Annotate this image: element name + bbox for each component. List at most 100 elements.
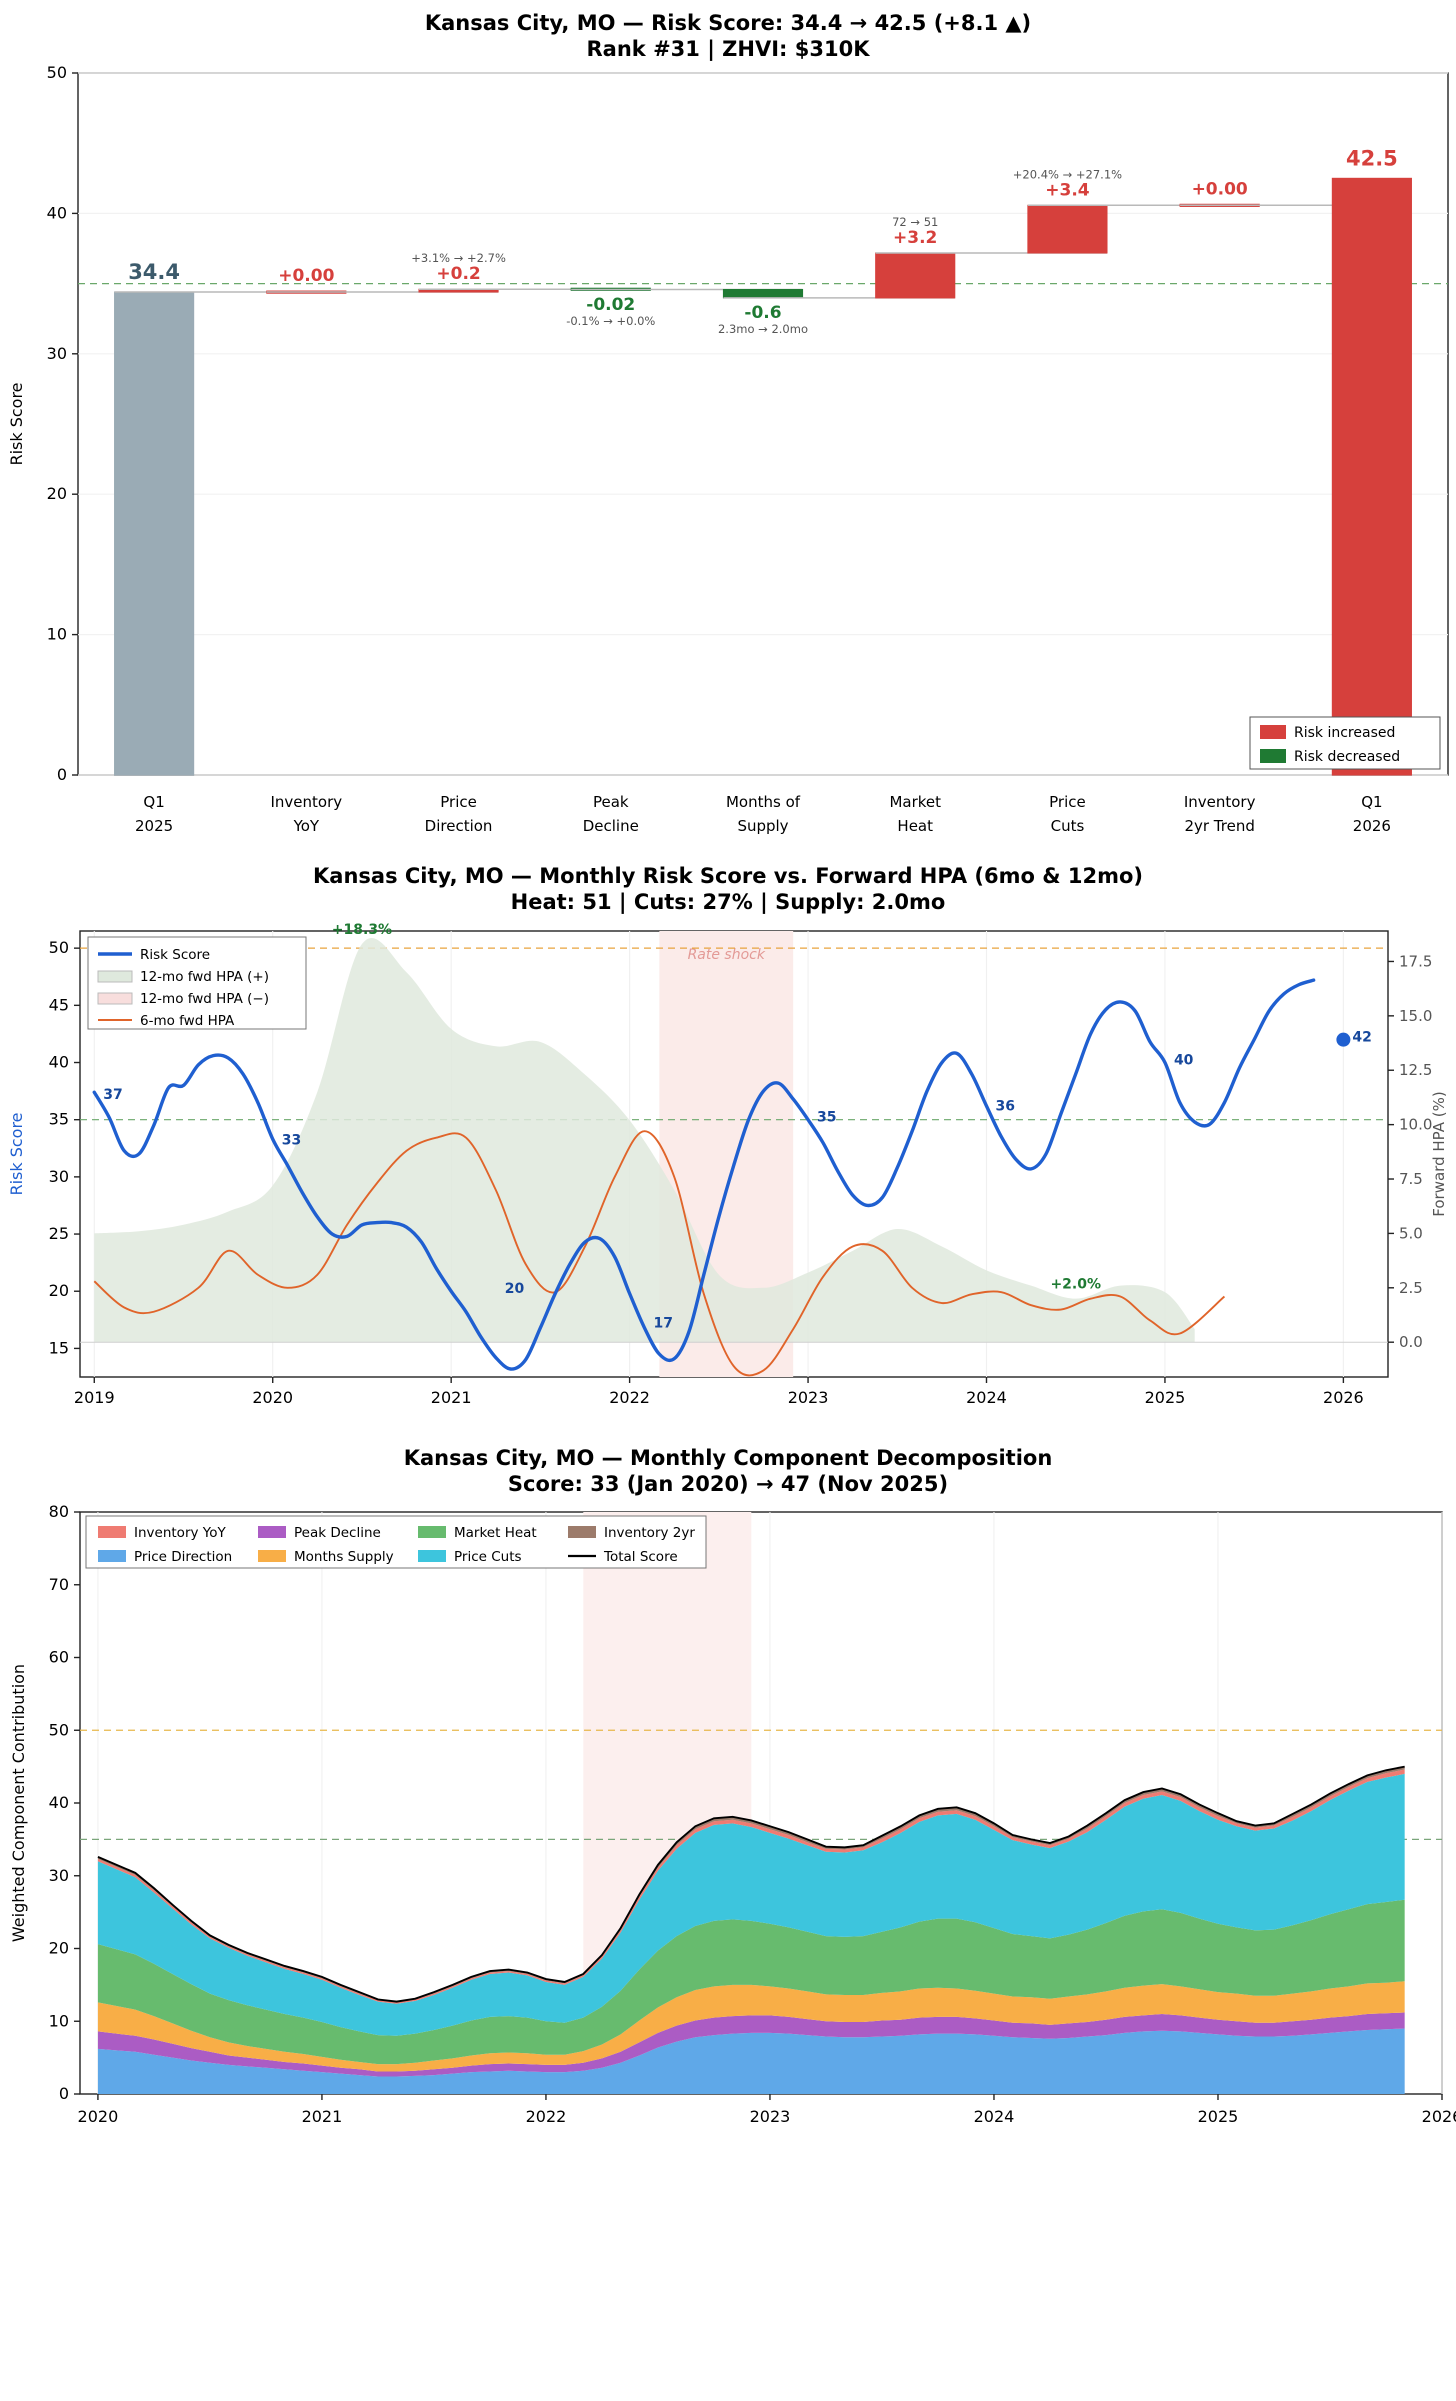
risk-point-label: 36: [995, 1098, 1014, 1114]
waterfall-delta-label: +3.4: [1045, 180, 1090, 200]
legend-swatch: [98, 1525, 126, 1538]
risk-point-label: 37: [103, 1087, 122, 1103]
panel-risk-hpa: Kansas City, MO — Monthly Risk Score vs.…: [0, 863, 1456, 1446]
legend-swatch: [258, 1549, 286, 1562]
panel3-ytick-label: 0: [59, 2084, 69, 2103]
legend-swatch: [98, 1549, 126, 1562]
panel3-ytick-label: 40: [49, 1793, 69, 1812]
panel2-ytick-left-label: 15: [49, 1338, 69, 1357]
panel1-xtick-label: 2yr Trend: [1184, 817, 1254, 835]
legend-swatch: [97, 992, 133, 1005]
panel2-xtick-label: 2021: [431, 1388, 472, 1407]
legend-label: Price Direction: [134, 1549, 232, 1565]
waterfall-delta-label: +0.2: [436, 264, 480, 284]
legend-label: 6-mo fwd HPA: [140, 1013, 235, 1029]
panel1-xtick-label: Inventory: [1184, 793, 1256, 811]
legend-label: Total Score: [603, 1549, 678, 1565]
panel2-xtick-label: 2019: [74, 1388, 115, 1407]
waterfall-svg: 0 10 20 30 40 50 Risk Score 34.4 Q1 2025 +0.00 Inve…: [7, 63, 1449, 835]
panel3-xtick-label: 2026: [1422, 2107, 1456, 2126]
panel1-xtick-label: Heat: [897, 817, 933, 835]
hpa-annotation: +18.3%: [332, 922, 392, 938]
waterfall-total-bar: [1331, 177, 1412, 776]
panel2-ytick-right-label: 10.0: [1399, 1116, 1432, 1134]
waterfall-total-label: 42.5: [1346, 146, 1398, 170]
panel1-xtick-label: YoY: [293, 817, 320, 835]
panel2-xtick-label: 2026: [1323, 1388, 1364, 1407]
panel1-xtick-label: Cuts: [1051, 817, 1085, 835]
waterfall-sub-label: -0.1% → +0.0%: [566, 314, 655, 328]
panel3-title-line1: Kansas City, MO — Monthly Component Deco…: [403, 1446, 1053, 1470]
panel1-title-line2: Rank #31 | ZHVI: $310K: [586, 37, 870, 62]
panel1-xtick-label: Price: [440, 793, 477, 811]
panel1-xtick-label: Inventory: [271, 793, 343, 811]
risk-point-label: 20: [505, 1281, 525, 1297]
waterfall-total-bar: [114, 291, 195, 776]
panel1-xtick-label: 2025: [135, 817, 173, 835]
stack-band: [97, 2028, 1405, 2094]
panel1-ytick-label: 30: [47, 343, 67, 362]
panel1-xtick-label: Market: [889, 793, 941, 811]
panel1-ylabel: Risk Score: [7, 382, 26, 465]
panel1-xtick-label: Q1: [1361, 793, 1382, 811]
panel1-xtick-label: Months of: [726, 793, 801, 811]
waterfall-delta-label: +0.00: [278, 266, 334, 286]
legend-swatch: [418, 1525, 446, 1538]
waterfall-sub-label: 2.3mo → 2.0mo: [718, 321, 808, 335]
panel2-ytick-left-label: 35: [49, 1110, 69, 1129]
legend-label: 12-mo fwd HPA (+): [140, 969, 269, 985]
panel3-ytick-label: 30: [49, 1865, 69, 1884]
panel3-title-line2: Score: 33 (Jan 2020) → 47 (Nov 2025): [507, 1472, 949, 1497]
legend-label: Peak Decline: [294, 1525, 381, 1541]
panel2-ytick-right-label: 17.5: [1399, 952, 1432, 970]
panel2-xtick-label: 2022: [609, 1388, 650, 1407]
panel2-ytick-right-label: 5.0: [1399, 1224, 1423, 1242]
panel3-xtick-label: 2022: [526, 2107, 567, 2126]
panel3-xtick-label: 2020: [78, 2107, 119, 2126]
legend-label: Inventory 2yr: [604, 1525, 695, 1541]
panel1-ytick-label: 0: [57, 765, 67, 784]
panel1-xtick-label: Decline: [583, 817, 639, 835]
risk-point-label: 40: [1174, 1053, 1194, 1069]
panel1-title: Kansas City, MO — Risk Score: 34.4 → 42.…: [0, 0, 1456, 63]
waterfall-delta-bar: [1027, 204, 1108, 253]
legend-label: Market Heat: [454, 1525, 537, 1541]
waterfall-delta-label: +3.2: [893, 227, 937, 247]
legend-label: Inventory YoY: [134, 1525, 226, 1541]
stack-band: [97, 1899, 1405, 2064]
panel2-xtick-label: 2024: [966, 1388, 1007, 1407]
risk-point-label: 42: [1352, 1030, 1371, 1046]
panel3-legend: [85, 1515, 707, 1568]
waterfall-total-label: 34.4: [128, 260, 180, 284]
panel2-ytick-right-label: 0.0: [1399, 1333, 1423, 1351]
waterfall-delta-label: +0.00: [1192, 179, 1248, 199]
waterfall-sub-label: 72 → 51: [892, 214, 938, 228]
waterfall-delta-bar: [875, 251, 956, 298]
panel3-xtick-label: 2025: [1198, 2107, 1239, 2126]
risk-point-label: 35: [817, 1110, 836, 1126]
panel2-ytick-left-label: 20: [49, 1281, 69, 1300]
panel3-xtick-label: 2023: [750, 2107, 791, 2126]
legend-swatch: [1260, 724, 1286, 739]
hpa12-area: [94, 937, 1195, 1343]
legend-swatch: [1260, 748, 1286, 763]
panel-decomposition: Kansas City, MO — Monthly Component Deco…: [0, 1445, 1456, 2148]
legend-label: Risk Score: [140, 947, 210, 963]
panel3-ytick-label: 10: [49, 2011, 69, 2030]
panel2-xtick-label: 2020: [252, 1388, 293, 1407]
panel1-xtick-label: Price: [1049, 793, 1086, 811]
legend-label: Price Cuts: [454, 1549, 522, 1565]
legend-swatch: [97, 970, 133, 983]
legend-label: Risk increased: [1294, 725, 1395, 741]
panel3-ytick-label: 50: [49, 1720, 69, 1739]
panel3-ytick-label: 60: [49, 1647, 69, 1666]
panel2-ylabel-right: Forward HPA (%): [1430, 1091, 1448, 1216]
hpa-annotation: +2.0%: [1050, 1277, 1101, 1293]
legend-label: Risk decreased: [1294, 749, 1400, 765]
panel2-ytick-right-label: 15.0: [1399, 1007, 1432, 1025]
waterfall-delta-label: -0.6: [744, 302, 781, 322]
panel3-xtick-label: 2024: [974, 2107, 1015, 2126]
panel1-xtick-label: Peak: [593, 793, 629, 811]
panel1-xtick-label: Supply: [737, 817, 788, 835]
panel2-ylabel-left: Risk Score: [7, 1112, 26, 1195]
